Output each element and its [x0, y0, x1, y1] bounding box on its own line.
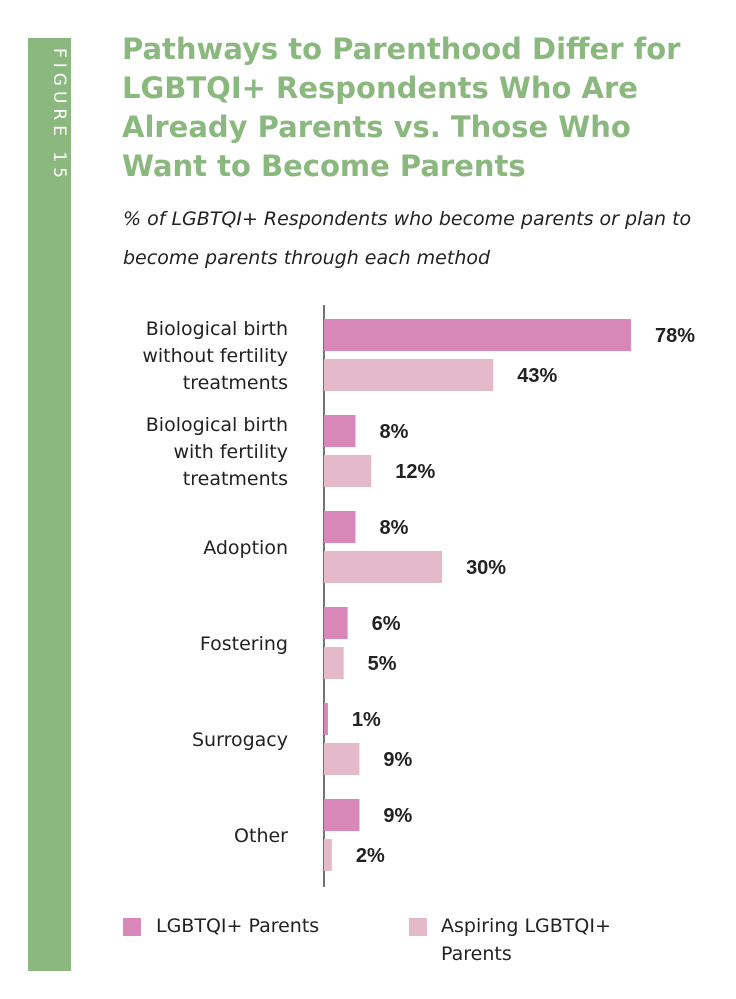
value-label-parents-2: 8% [379, 517, 408, 539]
category-label-4-line-0: Surrogacy [192, 729, 288, 751]
category-label-0-line-1: without fertility [142, 345, 288, 367]
legend-swatch-aspiring [409, 918, 427, 936]
legend-label-parents: LGBTQI+ Parents [156, 915, 320, 937]
bar-aspiring-0 [324, 359, 494, 391]
value-label-aspiring-0: 43% [517, 365, 557, 387]
value-label-parents-0: 78% [655, 325, 695, 347]
value-label-aspiring-5: 2% [356, 845, 385, 867]
chart-subtitle: % of LGBTQI+ Respondents who become pare… [123, 208, 692, 269]
bar-parents-1 [324, 415, 356, 447]
category-label-5-line-0: Other [234, 825, 288, 847]
bar-aspiring-5 [324, 839, 332, 871]
legend-swatch-parents [123, 918, 141, 936]
figure-side-band [28, 38, 71, 971]
bar-parents-0 [324, 319, 631, 351]
value-label-aspiring-1: 12% [395, 461, 435, 483]
bar-parents-2 [324, 511, 356, 543]
legend-label-aspiring-line1: Aspiring LGBTQI+ [441, 915, 611, 937]
bar-parents-3 [324, 607, 348, 639]
category-label-0-line-2: treatments [183, 372, 288, 394]
category-label-1-line-2: treatments [183, 468, 288, 490]
category-label-3-line-0: Fostering [200, 633, 288, 655]
bar-aspiring-4 [324, 743, 360, 775]
value-label-parents-3: 6% [372, 613, 401, 635]
value-label-parents-5: 9% [383, 805, 412, 827]
category-label-1-line-1: with fertility [173, 441, 288, 463]
bar-aspiring-1 [324, 455, 372, 487]
bar-parents-5 [324, 799, 360, 831]
category-label-0-line-0: Biological birth [146, 318, 288, 340]
value-label-parents-4: 1% [352, 709, 381, 731]
figure-label: FIGURE 15 [49, 48, 69, 183]
bar-parents-4 [324, 703, 328, 735]
legend-label-aspiring-line2: Parents [441, 943, 512, 965]
value-label-aspiring-4: 9% [383, 749, 412, 771]
bar-aspiring-3 [324, 647, 344, 679]
value-label-aspiring-3: 5% [368, 653, 397, 675]
category-label-2-line-0: Adoption [203, 537, 288, 559]
value-label-aspiring-2: 30% [466, 557, 506, 579]
value-label-parents-1: 8% [379, 421, 408, 443]
category-label-1-line-0: Biological birth [146, 414, 288, 436]
chart-title: Pathways to Parenthood Differ for LGBTQI… [122, 32, 681, 183]
bar-aspiring-2 [324, 551, 443, 583]
